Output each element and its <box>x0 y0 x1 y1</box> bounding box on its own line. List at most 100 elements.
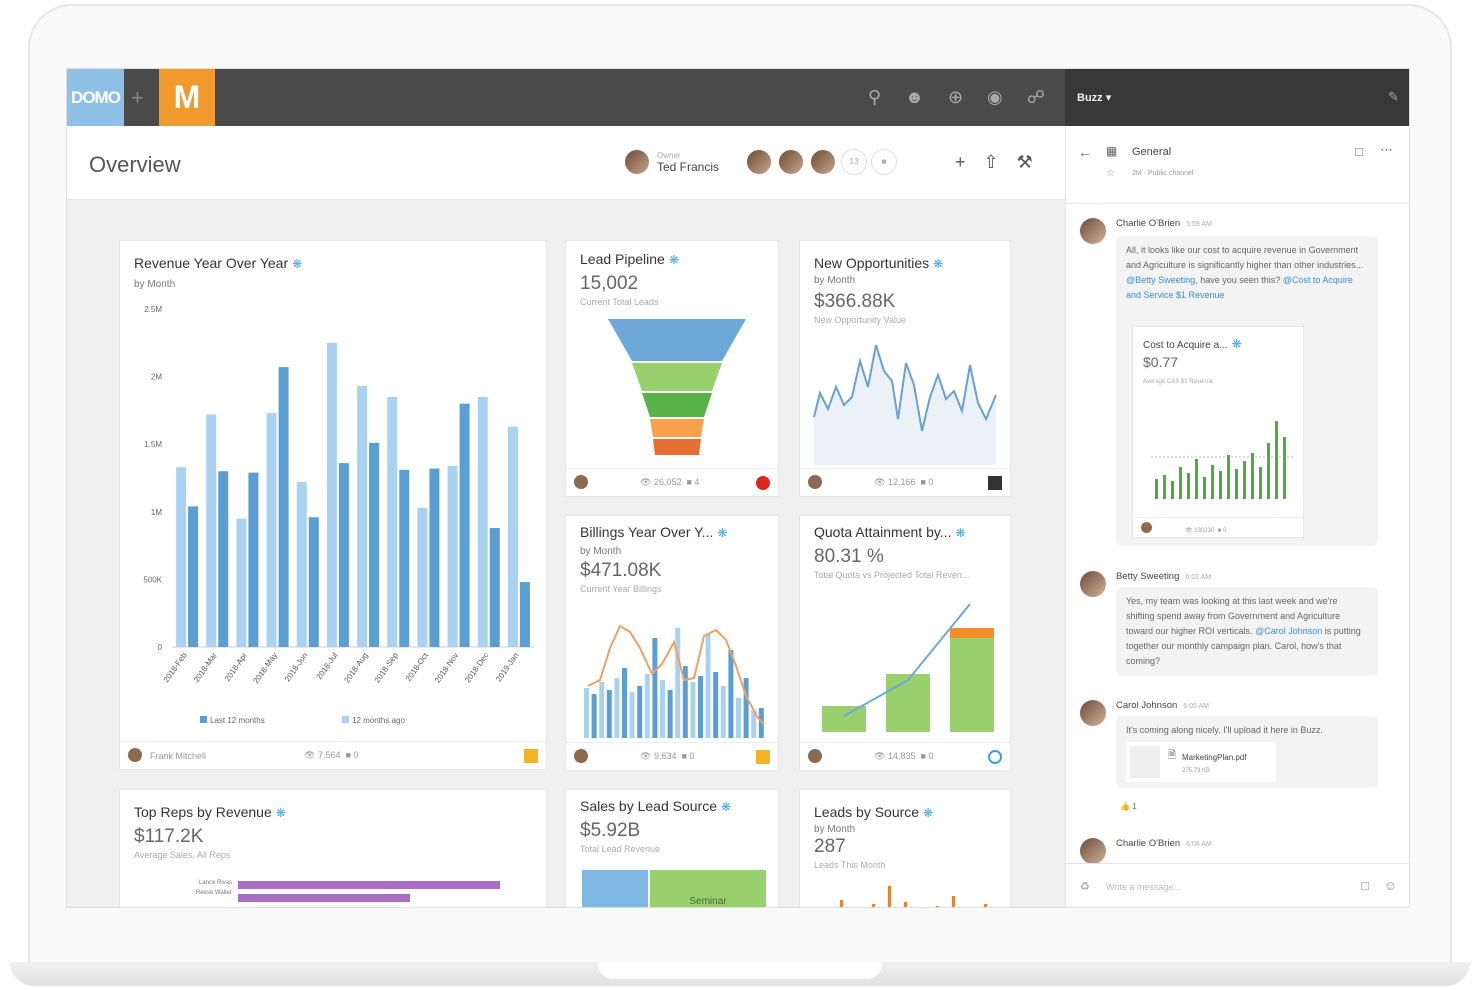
billings-bar <box>682 666 688 738</box>
card-title: Lead Pipeline <box>580 251 665 267</box>
message-time: 6:02 AM <box>1185 574 1212 581</box>
message-author: Charlie O'Brien <box>1116 838 1181 849</box>
y-tick-label: 0 <box>158 643 163 652</box>
wrench-icon[interactable]: ⚒ <box>1016 152 1033 172</box>
message-input[interactable]: Write a message... <box>1106 882 1181 892</box>
reaction[interactable]: 👍 1 <box>1120 802 1137 811</box>
message: Betty Sweeting 6:02 AM Yes, my team was l… <box>1080 571 1400 676</box>
avatar[interactable] <box>745 148 773 176</box>
avatar[interactable] <box>809 148 837 176</box>
funnel-stage <box>632 363 722 391</box>
plus-icon[interactable]: + <box>131 85 144 110</box>
avatar[interactable] <box>777 148 805 176</box>
card-sales-lead-source[interactable]: Sales by Lead Source ❋ $5.92B Total Lead … <box>565 789 779 907</box>
bar-12-months-ago <box>417 507 428 647</box>
funnel-stage <box>653 439 701 455</box>
more-icon[interactable]: ⋯ <box>1380 142 1393 157</box>
add-card-icon[interactable]: + <box>955 152 966 172</box>
mention-link[interactable]: @Betty Sweeting, <box>1126 275 1198 285</box>
message-bubble: It's coming along nicely. I'll upload it… <box>1116 716 1378 788</box>
billings-bar <box>720 686 726 738</box>
card-top-reps[interactable]: Top Reps by Revenue ❋ $117.2K Average Sal… <box>119 789 547 907</box>
share-icon[interactable]: ⇧ <box>983 152 999 172</box>
domo-logo[interactable]: DOMO <box>67 69 124 126</box>
compose-icon[interactable]: ✎ <box>1388 89 1399 104</box>
add-icon[interactable]: ⊕ <box>947 87 964 107</box>
app-screen: DOMO + M ⚲ ☻ ⊕ ◉ ☍ Buzz ▾ ✎ Overview Own… <box>66 68 1410 908</box>
search-icon[interactable]: ⚲ <box>867 87 881 107</box>
rep-bar <box>238 881 500 889</box>
card-revenue[interactable]: Revenue Year Over Year ❋ by Month 0 500K 1M… <box>119 240 547 770</box>
owner-info[interactable]: Owner Ted Francis <box>623 148 719 176</box>
bar-12-months-ago <box>326 342 337 647</box>
funnel-stage <box>608 319 746 361</box>
embedded-card[interactable]: Cost to Acquire a... ❋ $0.77 Average CAS … <box>1132 326 1304 538</box>
embed-bar <box>1195 459 1198 499</box>
mention-link[interactable]: @Carol Johnson <box>1255 626 1323 636</box>
legend-label: Last 12 months <box>210 716 265 725</box>
attach-icon[interactable]: ♻ <box>1080 881 1090 893</box>
certified-icon: ❋ <box>923 806 934 820</box>
card-footer: 👁 12,166 ■ 0 <box>800 468 1010 496</box>
app-logo[interactable]: M <box>159 69 215 126</box>
file-attachment[interactable]: 🗎 MarketingPlan.pdf 275.73 KB <box>1126 742 1276 782</box>
y-tick-label: 1M <box>151 508 162 517</box>
views-count: 9,634 <box>653 751 677 761</box>
views-count: 12,166 <box>887 477 916 487</box>
card-footer: 👁 26,052 ■ 4 <box>566 468 778 496</box>
bar-last-12-months <box>308 517 319 647</box>
add-user-icon[interactable]: ☻ <box>905 87 924 107</box>
message-time: 5:59 AM <box>1186 221 1212 228</box>
billings-bar <box>758 708 764 738</box>
y-tick-label: 2M <box>151 373 162 382</box>
card-desc: Current Year Billings <box>580 584 662 594</box>
card-new-opportunities[interactable]: New Opportunities ❋ by Month $366.88K New… <box>799 240 1011 497</box>
billings-bar <box>675 628 681 738</box>
avatar <box>808 475 822 489</box>
billings-bar <box>698 676 703 738</box>
message-author: Carol Johnson <box>1116 700 1178 711</box>
owner-label: Owner <box>657 150 681 160</box>
certified-icon: ❋ <box>275 806 286 820</box>
card-title: Revenue Year Over Year <box>134 255 289 271</box>
card-leads-by-source[interactable]: Leads by Source ❋ by Month 287 Leads This… <box>799 789 1011 907</box>
chat-icon[interactable]: □ <box>1361 878 1369 893</box>
buzz-menu[interactable]: Buzz ▾ <box>1077 92 1112 104</box>
billings-bar <box>660 680 665 738</box>
channel-name[interactable]: General <box>1132 146 1172 158</box>
add-member-icon[interactable]: ☻ <box>871 149 897 175</box>
avatar <box>1080 700 1106 726</box>
card-desc: Total Quota vs Projected Total Reven... <box>814 570 970 580</box>
embed-bar <box>1171 481 1174 499</box>
message-bubble: Yes, my team was looking at this last we… <box>1116 587 1378 676</box>
bar-last-12-months <box>338 463 349 647</box>
chat-icon[interactable]: □ <box>1355 144 1363 159</box>
card-lead-pipeline[interactable]: Lead Pipeline ❋ 15,002 Current Total Lead… <box>565 240 779 497</box>
bar-last-12-months <box>429 468 440 647</box>
member-avatars[interactable]: 13 ☻ <box>745 148 897 176</box>
rep-label: Reese Walter <box>195 890 232 896</box>
card-link[interactable]: @Cost to Acquire and Service $1 Revenue <box>1126 275 1353 300</box>
channel-icon: ▦ <box>1106 144 1118 158</box>
profile-avatar-icon[interactable]: ◉ <box>987 87 1003 107</box>
billings-bar <box>614 678 620 738</box>
treemap-segment <box>582 870 648 907</box>
billings-bar <box>751 710 757 738</box>
card-billings[interactable]: Billings Year Over Y... ❋ by Month $471.0… <box>565 515 779 771</box>
lead-bar <box>984 904 987 907</box>
embed-bar <box>1275 421 1278 499</box>
star-icon[interactable]: ☆ <box>1106 168 1115 179</box>
back-arrow-icon[interactable]: ← <box>1078 144 1092 160</box>
message-author: Charlie O'Brien <box>1116 218 1181 229</box>
notifications-icon[interactable]: ☍ <box>1026 87 1045 107</box>
card-subtitle: by Month <box>580 546 622 557</box>
y-tick-label: 500K <box>143 575 162 584</box>
emoji-icon[interactable]: ☺ <box>1383 878 1397 893</box>
avatar <box>574 475 588 489</box>
bar-last-12-months <box>188 506 199 647</box>
members-count[interactable]: 13 <box>841 149 867 175</box>
embed-bar <box>1203 477 1206 499</box>
x-tick-label: 2018-Aug <box>342 651 369 685</box>
card-quota[interactable]: Quota Attainment by... ❋ 80.31 % Total Qu… <box>799 515 1011 771</box>
owner-avatar <box>623 148 651 176</box>
